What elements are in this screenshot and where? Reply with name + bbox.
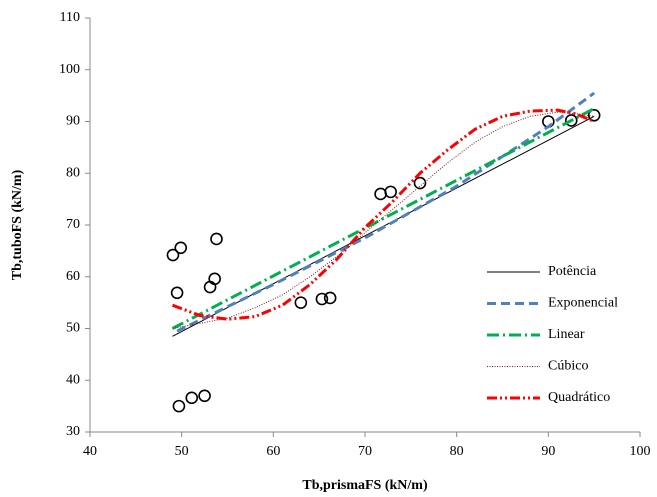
- point: [587, 108, 601, 122]
- legend-label: Exponencial: [548, 296, 618, 311]
- legend-label: Cúbico: [548, 359, 588, 374]
- trend-line: [176, 91, 596, 333]
- point: [166, 248, 180, 262]
- point: [315, 292, 329, 306]
- y-axis-title: Tb,tuboFS (kN/m): [10, 169, 25, 280]
- point: [185, 391, 199, 405]
- trend-line: [172, 111, 595, 329]
- point: [210, 232, 223, 246]
- y-tick-label: 100: [59, 62, 80, 77]
- point: [172, 399, 186, 413]
- trend-line: [171, 107, 595, 330]
- point: [294, 296, 308, 309]
- point: [323, 291, 337, 305]
- x-tick-label: 100: [630, 444, 651, 459]
- point: [208, 272, 221, 286]
- x-tick-label: 90: [541, 444, 555, 459]
- legend-label: Quadrático: [548, 390, 610, 405]
- point: [374, 187, 387, 201]
- trend-line: [171, 108, 595, 321]
- x-axis-title: Tb,prismaFS (kN/m): [302, 478, 428, 493]
- legend-label: Potência: [548, 264, 597, 279]
- point: [174, 241, 188, 255]
- x-tick-label: 50: [175, 444, 189, 459]
- y-tick-label: 80: [66, 165, 80, 180]
- point: [203, 280, 217, 294]
- legend-label: Linear: [548, 327, 585, 342]
- x-tick-label: 70: [358, 444, 372, 459]
- point: [564, 114, 578, 127]
- x-tick-label: 60: [266, 444, 280, 459]
- point: [384, 185, 397, 199]
- y-tick-label: 110: [60, 10, 80, 25]
- x-tick-label: 40: [83, 444, 97, 459]
- y-tick-label: 60: [66, 269, 80, 284]
- y-tick-label: 70: [66, 217, 80, 232]
- point: [198, 389, 211, 403]
- y-tick-label: 50: [66, 321, 80, 336]
- point: [170, 286, 184, 300]
- x-tick-label: 80: [450, 444, 464, 459]
- point: [413, 176, 427, 190]
- y-tick-label: 30: [66, 424, 80, 439]
- y-tick-label: 90: [66, 114, 80, 129]
- y-tick-label: 40: [66, 372, 80, 387]
